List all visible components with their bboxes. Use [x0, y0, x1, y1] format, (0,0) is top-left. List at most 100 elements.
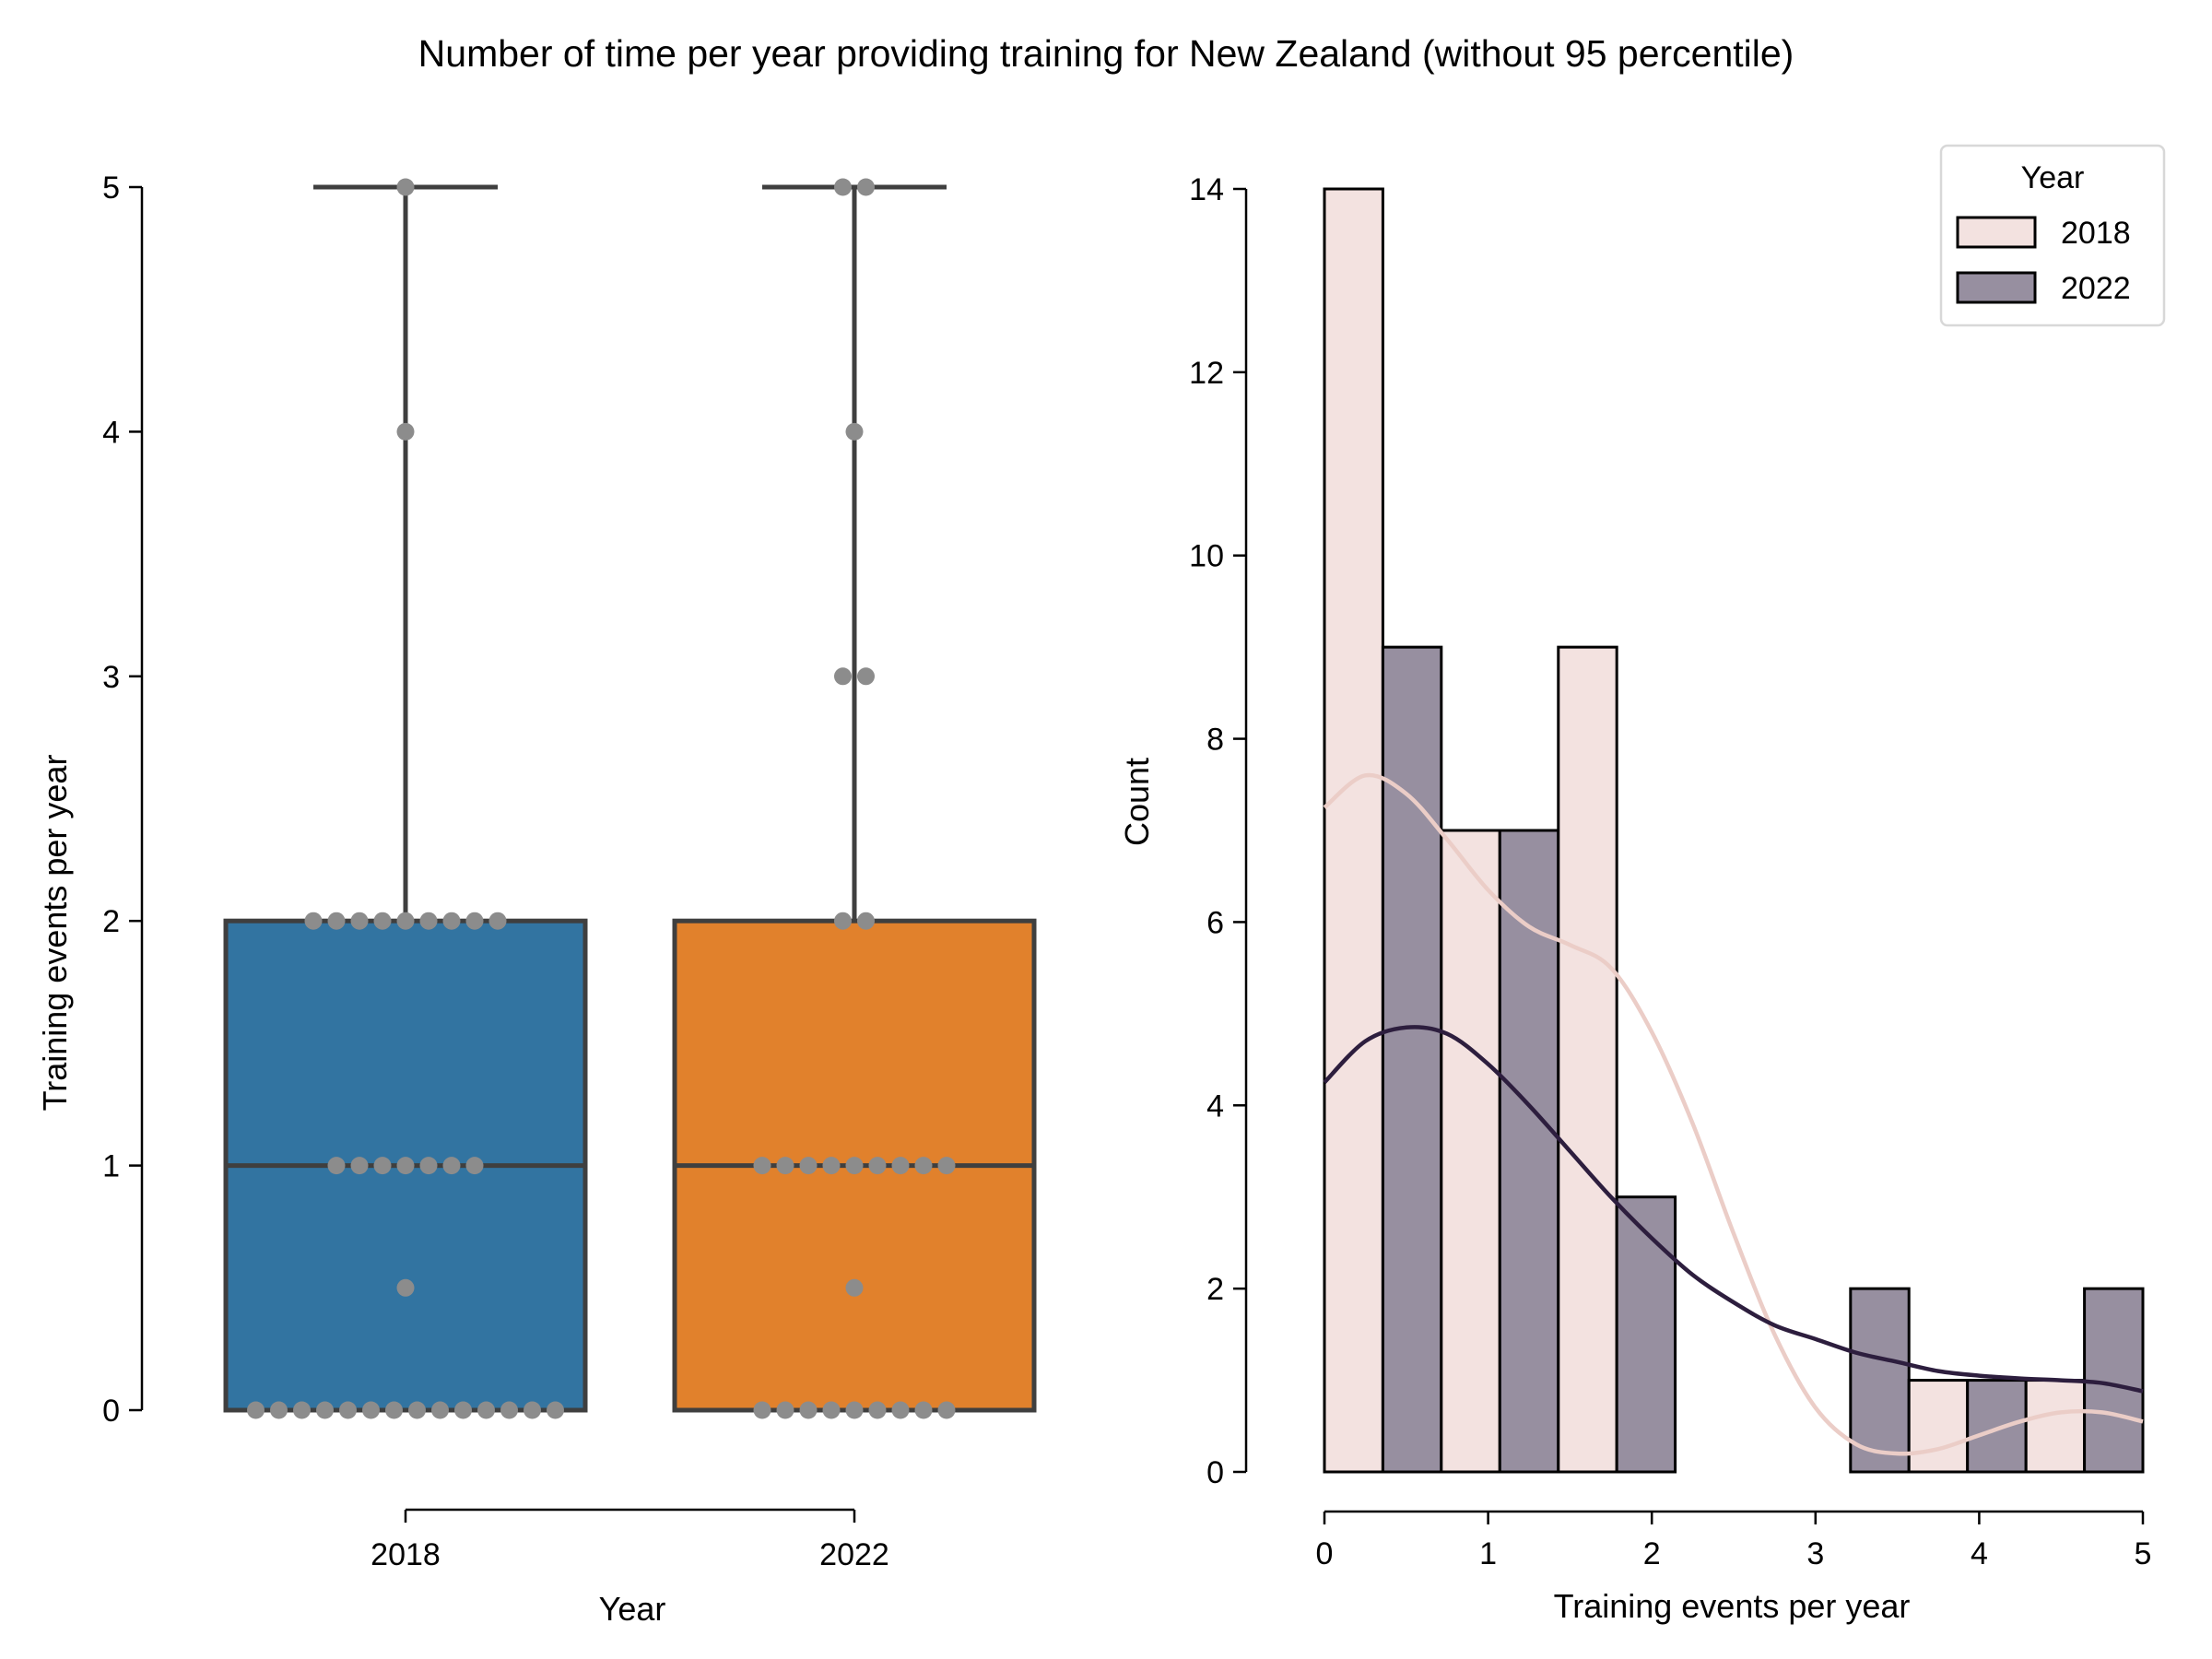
boxplot-y-tick-label: 5	[102, 171, 120, 206]
histogram-y-tick-label: 8	[1206, 723, 1224, 758]
swarm-point	[868, 1401, 887, 1419]
histogram-y-axis: 0 2 4 6 8 10 12 14	[1189, 172, 1248, 1490]
swarm-point	[868, 1157, 887, 1175]
histogram-y-tick-label: 4	[1206, 1088, 1224, 1124]
swarm-point	[822, 1401, 841, 1419]
boxplot-panel: 0 1 2 3 4 5 2018 2022 Year Training events per…	[36, 171, 1037, 1628]
swarm-point	[845, 1157, 864, 1175]
swarm-point	[845, 422, 864, 441]
histogram-bar-2022	[1849, 1287, 1911, 1474]
swarm-point	[524, 1401, 541, 1419]
boxplot-x-axis-label: Year	[599, 1590, 666, 1628]
swarm-point	[327, 1157, 346, 1175]
swarm-point	[500, 1401, 518, 1419]
swarm-point	[442, 912, 461, 930]
boxplot-y-tick-label: 2	[102, 904, 120, 939]
histogram-x-tick-label: 4	[1971, 1536, 1988, 1571]
swarm-point	[857, 912, 875, 930]
histogram-bar-2022	[1381, 645, 1443, 1474]
legend-items: 2018 2022	[1956, 216, 2131, 306]
kde-curves	[1323, 772, 2144, 1456]
histogram-bar-2018	[1440, 829, 1501, 1474]
swarm-point	[891, 1401, 910, 1419]
boxplot-y-axis-label: Training events per year	[36, 755, 74, 1112]
swarm-point	[373, 1157, 392, 1175]
histogram-bar-2018	[1557, 645, 1618, 1474]
swarm-point	[350, 912, 369, 930]
swarm-point	[293, 1401, 311, 1419]
histogram-x-tick-label: 1	[1479, 1536, 1497, 1571]
swarm-point	[799, 1157, 818, 1175]
chart-title: Number of time per year providing traini…	[418, 32, 1794, 75]
swarm-point	[914, 1401, 933, 1419]
histogram-x-tick-label: 2	[1643, 1536, 1661, 1571]
swarm-point	[547, 1401, 564, 1419]
swarm-point	[408, 1401, 426, 1419]
swarm-point	[776, 1157, 794, 1175]
histogram-y-tick-label: 0	[1206, 1455, 1224, 1490]
swarm-point	[799, 1401, 818, 1419]
swarm-point	[362, 1401, 380, 1419]
swarm-point	[857, 178, 875, 196]
histogram-bar-2018	[1907, 1379, 1970, 1474]
swarm-point	[419, 912, 438, 930]
histogram-x-tick-label: 5	[2135, 1536, 2152, 1571]
histogram-bar-2018	[1323, 187, 1384, 1474]
swarm-point	[857, 667, 875, 686]
swarm-point	[465, 912, 484, 930]
swarm-point	[316, 1401, 334, 1419]
swarm-point	[419, 1157, 438, 1175]
histogram-y-tick-label: 6	[1206, 905, 1224, 940]
boxplot-y-axis: 0 1 2 3 4 5	[102, 171, 144, 1429]
swarm-point	[304, 912, 323, 930]
boxplot-y-tick-label: 3	[102, 660, 120, 695]
boxplot-y-tick-label: 1	[102, 1149, 120, 1184]
legend-swatch-2022	[1956, 271, 2037, 304]
swarm-point	[937, 1401, 956, 1419]
histogram-x-tick-label: 3	[1806, 1536, 1824, 1571]
swarm-point	[270, 1401, 288, 1419]
swarm-point	[350, 1157, 369, 1175]
histogram-y-tick-label: 14	[1189, 172, 1224, 207]
swarm-point	[385, 1401, 403, 1419]
swarm-points	[247, 178, 956, 1419]
histogram-x-axis: 0 1 2 3 4 5	[1316, 1510, 2152, 1571]
boxplot-x-tick-label: 2018	[371, 1537, 441, 1572]
swarm-point	[834, 667, 852, 686]
swarm-point	[488, 912, 507, 930]
swarm-point	[477, 1401, 495, 1419]
swarm-point	[845, 1401, 864, 1419]
swarm-point	[396, 1157, 415, 1175]
kde-curve-2022	[1323, 1025, 2144, 1394]
swarm-point	[845, 1278, 864, 1297]
swarm-point	[937, 1157, 956, 1175]
swarm-point	[465, 1157, 484, 1175]
swarm-point	[396, 422, 415, 441]
swarm-point	[834, 178, 852, 196]
boxplot-x-axis: 2018 2022	[371, 1508, 889, 1572]
legend-label-2022: 2022	[2061, 271, 2131, 306]
boxplot-y-tick-label: 4	[102, 415, 120, 450]
legend-title: Year	[2021, 160, 2085, 195]
swarm-point	[442, 1157, 461, 1175]
legend-swatch-2018	[1956, 216, 2037, 249]
histogram-y-axis-label: Count	[1118, 758, 1156, 846]
histogram-bar-2022	[1615, 1195, 1677, 1474]
histogram-bars	[1323, 187, 2145, 1474]
boxplot-x-tick-label: 2022	[819, 1537, 889, 1572]
swarm-point	[776, 1401, 794, 1419]
swarm-point	[454, 1401, 472, 1419]
swarm-point	[247, 1401, 265, 1419]
swarm-point	[822, 1157, 841, 1175]
swarm-point	[396, 1278, 415, 1297]
histogram-x-tick-label: 0	[1316, 1536, 1334, 1571]
swarm-point	[914, 1157, 933, 1175]
swarm-point	[834, 912, 852, 930]
swarm-point	[373, 912, 392, 930]
swarm-point	[891, 1157, 910, 1175]
swarm-point	[339, 1401, 357, 1419]
swarm-point	[396, 912, 415, 930]
swarm-point	[753, 1157, 771, 1175]
